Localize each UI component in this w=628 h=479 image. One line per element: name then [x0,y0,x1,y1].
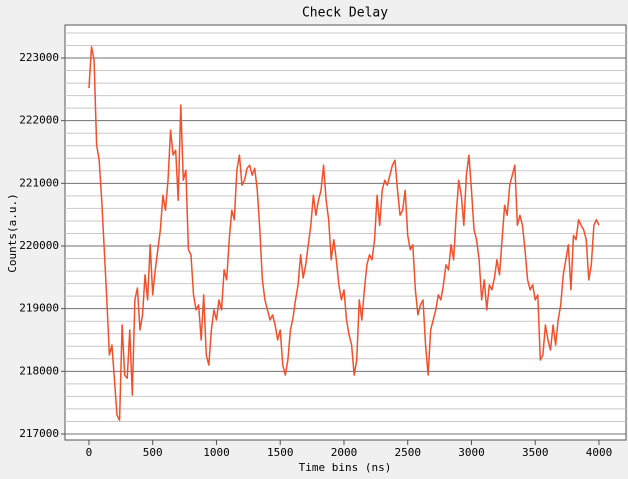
x-tick-label: 2000 [331,446,358,459]
y-tick-label: 221000 [19,176,59,189]
x-axis-label: Time bins (ns) [299,461,392,474]
y-tick-label: 219000 [19,302,59,315]
y-tick-label: 217000 [19,427,59,440]
y-tick-label: 220000 [19,239,59,252]
y-tick-label: 222000 [19,114,59,127]
x-tick-label: 2500 [394,446,421,459]
x-tick-label: 0 [86,446,93,459]
y-axis-label: Counts(a.u.) [6,193,19,272]
data-line [88,45,600,421]
x-tick-label: 4000 [586,446,613,459]
plot-area [64,24,627,441]
y-tick-label: 218000 [19,364,59,377]
x-tick-label: 500 [143,446,163,459]
chart-title: Check Delay [302,6,388,21]
y-tick-label: 223000 [19,51,59,64]
x-tick-label: 1500 [267,446,294,459]
x-tick-label: 1000 [203,446,230,459]
x-tick-label: 3500 [522,446,549,459]
x-tick-label: 3000 [458,446,485,459]
